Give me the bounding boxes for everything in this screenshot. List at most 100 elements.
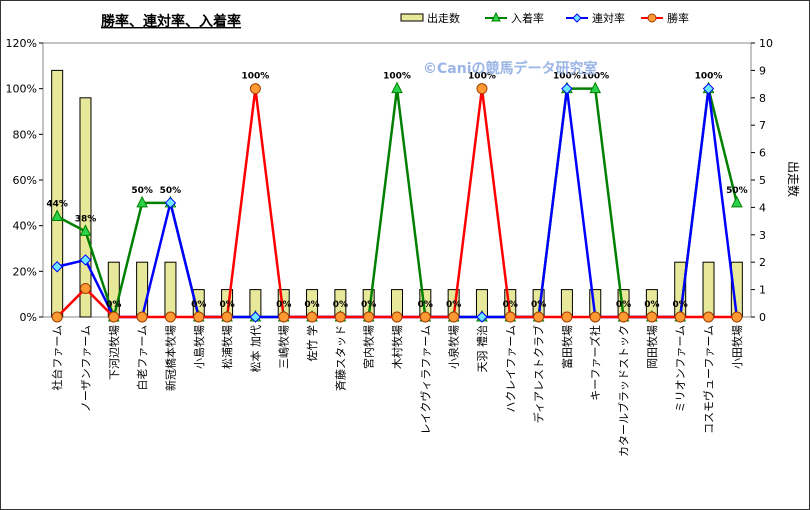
marker-連対率-18 — [561, 82, 573, 95]
category-label-13: レイクヴィラファーム — [418, 325, 432, 434]
left-tick-label-2: 40% — [13, 220, 37, 233]
data-label-7: 100% — [241, 72, 269, 82]
data-label-15: 100% — [468, 72, 496, 82]
right-axis-label: 出走数 — [786, 161, 801, 197]
legend-swatch-0 — [400, 13, 424, 22]
marker-勝率-18 — [561, 311, 573, 323]
bar-23 — [702, 261, 715, 318]
right-axis-ticks: 0 1 2 3 4 5 6 7 8 9 10 — [751, 37, 773, 324]
legend: 出走数 入着率 連対率 勝率 — [400, 11, 689, 25]
data-label-1: 38% — [75, 214, 97, 224]
right-tick-label-0: 0 — [759, 311, 766, 324]
marker-連対率-1 — [79, 254, 92, 266]
category-label-23: コスモヴューファーム — [702, 325, 716, 434]
data-label-8: 0% — [276, 300, 291, 310]
left-axis-ticks: 0% 20% 40% 60% 80% 100% 120% — [6, 37, 43, 324]
marker-勝率-7 — [249, 83, 261, 95]
marker-勝率-15 — [476, 83, 488, 95]
category-label-8: 三嶋牧場 — [277, 325, 291, 369]
right-tick-label-8: 8 — [759, 92, 766, 105]
left-tick-label-5: 100% — [6, 83, 37, 96]
marker-勝率-3 — [136, 311, 148, 323]
data-label-5: 0% — [191, 300, 206, 310]
marker-勝率-6 — [221, 311, 233, 323]
data-label-18: 100% — [553, 72, 581, 82]
marker-勝率-22 — [674, 311, 686, 323]
data-label-20: 0% — [616, 300, 631, 310]
marker-勝率-12 — [391, 311, 403, 323]
right-tick-label-2: 2 — [759, 256, 766, 269]
marker-勝率-9 — [306, 311, 318, 323]
marker-勝率-20 — [618, 311, 630, 323]
data-label-24: 50% — [726, 186, 748, 196]
marker-入着率-0 — [51, 209, 63, 222]
category-label-18: 富田牧場 — [560, 325, 574, 369]
category-label-9: 佐竹 学 — [305, 325, 319, 362]
category-label-4: 新冠橋本牧場 — [163, 325, 177, 391]
marker-勝率-4 — [164, 311, 176, 323]
marker-入着率-24 — [731, 195, 743, 208]
category-label-24: 小田牧場 — [730, 325, 744, 369]
marker-勝率-11 — [363, 311, 375, 323]
data-label-16: 0% — [503, 300, 518, 310]
bar-3 — [136, 261, 149, 318]
marker-入着率-3 — [136, 195, 148, 208]
category-label-7: 松本 加代 — [248, 325, 262, 373]
legend-marker-3 — [647, 13, 657, 23]
marker-勝率-8 — [278, 311, 290, 323]
bar-0 — [51, 69, 64, 318]
marker-入着率-1 — [79, 224, 92, 236]
chart-title: 勝率、連対率、入着率 — [101, 13, 241, 30]
marker-入着率-19 — [589, 81, 602, 94]
marker-連対率-15 — [476, 311, 488, 323]
data-label-21: 0% — [644, 300, 659, 310]
left-tick-label-1: 20% — [13, 265, 37, 278]
data-label-17: 0% — [531, 300, 546, 310]
right-tick-label-7: 7 — [759, 119, 766, 132]
left-tick-label-4: 80% — [13, 128, 37, 141]
category-labels: 社台ファーム ノーザンファーム 下河辺牧場 白老ファーム 新冠橋本牧場 小島牧場 松浦牧場松… — [50, 325, 744, 457]
data-label-11: 0% — [361, 300, 376, 310]
category-label-11: 宮内牧場 — [362, 325, 376, 369]
right-tick-label-5: 5 — [759, 174, 766, 187]
left-tick-label-3: 60% — [13, 174, 37, 187]
category-label-14: 小泉牧場 — [447, 325, 461, 369]
category-label-12: 木村牧場 — [390, 325, 404, 369]
marker-勝率-17 — [533, 311, 545, 323]
data-label-9: 0% — [304, 300, 319, 310]
left-tick-label-6: 120% — [6, 37, 37, 50]
category-label-15: 天羽 禮治 — [475, 325, 489, 373]
data-label-6: 0% — [219, 300, 234, 310]
category-label-17: ディアレストクラブ — [532, 325, 546, 423]
right-tick-label-1: 1 — [759, 284, 766, 297]
category-label-1: ノーザンファーム — [79, 325, 92, 412]
legend-label-2: 連対率 — [592, 11, 625, 25]
category-label-3: 白老ファーム — [135, 325, 149, 391]
data-label-3: 50% — [131, 186, 153, 196]
marker-連対率-7 — [249, 311, 262, 323]
marker-勝率-24 — [731, 311, 743, 323]
category-label-22: ミリオンファーム — [674, 325, 687, 412]
data-label-14: 0% — [446, 300, 461, 310]
bar-1 — [79, 97, 92, 318]
data-label-0: 44% — [46, 200, 68, 210]
right-tick-label-9: 9 — [759, 64, 766, 77]
marker-勝率-14 — [448, 311, 460, 323]
left-tick-label-0: 0% — [20, 311, 37, 324]
right-tick-label-10: 10 — [759, 37, 773, 50]
legend-label-1: 入着率 — [511, 11, 544, 25]
marker-勝率-10 — [334, 311, 346, 323]
category-label-20: カタールブラッドストック — [617, 325, 631, 457]
right-tick-label-6: 6 — [759, 147, 766, 160]
category-label-19: キーファーズ社 — [588, 325, 602, 401]
data-label-23: 100% — [695, 72, 723, 82]
category-label-6: 松浦牧場 — [220, 325, 234, 369]
bar-4 — [164, 261, 177, 318]
marker-勝率-0 — [51, 311, 63, 323]
marker-勝率-5 — [193, 311, 205, 323]
watermark: ©Caniの競馬データ研究室 — [423, 60, 598, 77]
marker-勝率-21 — [646, 311, 658, 323]
legend-label-3: 勝率 — [667, 11, 689, 25]
